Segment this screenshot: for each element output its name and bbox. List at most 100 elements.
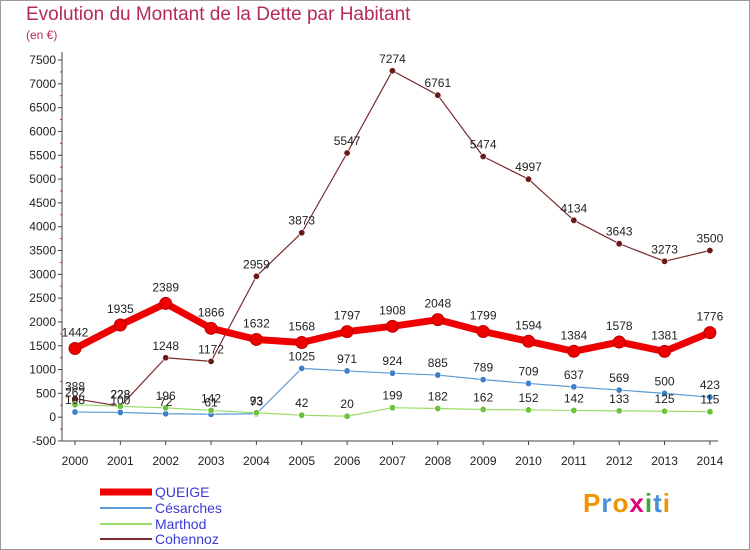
data-point (661, 389, 669, 397)
chart-title: Evolution du Montant de la Dette par Hab… (26, 4, 411, 25)
data-point (524, 406, 532, 414)
data-label: 1866 (198, 305, 225, 319)
data-label: 6761 (424, 76, 451, 90)
logo-letter: t (653, 488, 663, 518)
data-point (71, 408, 79, 416)
y-tick-label: 7500 (29, 53, 56, 67)
y-tick-label: 4500 (29, 196, 56, 210)
data-point (388, 404, 396, 412)
x-tick-label: 2007 (379, 454, 406, 468)
data-point (661, 257, 669, 265)
data-label: 1568 (288, 320, 315, 334)
data-label: 1248 (152, 339, 179, 353)
y-tick-labels: -500 0 500 1000 1500 2000 2500 3000 3500 4000 4500… (29, 53, 56, 448)
y-tick-label: 3500 (29, 244, 56, 258)
data-label: 3643 (606, 225, 633, 239)
chart-unit: (en €) (26, 28, 58, 42)
data-point (343, 149, 351, 157)
data-label: 7274 (379, 52, 406, 66)
data-label: 152 (518, 391, 538, 405)
y-tick-label: 4000 (29, 220, 56, 234)
x-tick-label: 2013 (651, 454, 678, 468)
data-point (479, 152, 487, 160)
data-point (252, 409, 260, 417)
y-tick-label: 500 (36, 386, 56, 400)
data-point (703, 326, 717, 340)
data-point (207, 406, 215, 414)
data-label: 971 (337, 352, 357, 366)
data-point (388, 369, 396, 377)
x-tick-label: 2001 (107, 454, 134, 468)
x-tick-label: 2010 (515, 454, 542, 468)
legend-label: Marthod (155, 516, 206, 532)
x-tick-label: 2004 (243, 454, 270, 468)
y-tick-label: 2000 (29, 315, 56, 329)
data-point (570, 383, 578, 391)
data-label: 228 (110, 387, 130, 401)
data-label: 61 (204, 395, 218, 409)
data-point (116, 408, 124, 416)
y-tick-label: -500 (32, 434, 56, 448)
legend-label: Cohennoz (155, 531, 219, 547)
data-point (343, 412, 351, 420)
data-labels: 1442 1935 2389 1866 1632 1568 1797 1908 2048 1799… (62, 52, 724, 411)
data-label: 388 (65, 380, 85, 394)
data-label: 20 (340, 397, 354, 411)
data-point (162, 404, 170, 412)
data-label: 228 (110, 387, 130, 401)
data-label: 73 (250, 395, 264, 409)
data-label: 108 (65, 393, 85, 407)
logo-letter: r (601, 488, 613, 518)
data-point (570, 216, 578, 224)
data-label: 569 (609, 371, 629, 385)
logo-letter: P (583, 488, 602, 518)
x-tick-label: 2012 (606, 454, 633, 468)
data-point (162, 354, 170, 362)
x-tick-label: 2009 (470, 454, 497, 468)
data-label: 196 (156, 389, 176, 403)
data-point (434, 405, 442, 413)
data-label: 115 (700, 393, 719, 407)
data-label: 2389 (152, 280, 179, 294)
axes (58, 52, 718, 445)
data-point (71, 401, 79, 409)
y-tick-label: 5500 (29, 148, 56, 162)
y-tick-label: 7000 (29, 77, 56, 91)
logo-letter: i (644, 488, 654, 518)
data-point (385, 319, 399, 333)
x-tick-label: 2005 (288, 454, 315, 468)
data-point (249, 332, 263, 346)
x-tick-label: 2003 (198, 454, 225, 468)
data-point (476, 325, 490, 339)
data-point (204, 321, 218, 335)
data-label: 2048 (424, 297, 451, 311)
data-point (162, 410, 170, 418)
data-point (388, 67, 396, 75)
data-label: 637 (564, 368, 584, 382)
data-point (434, 91, 442, 99)
legend-label: QUEIGE (155, 484, 209, 500)
data-point (612, 335, 626, 349)
data-label: 1797 (334, 309, 361, 323)
data-label: 1935 (107, 302, 134, 316)
data-point (252, 272, 260, 280)
series-lines (68, 67, 717, 420)
data-label: 100 (110, 393, 130, 407)
data-label: 2959 (243, 257, 270, 271)
data-point (615, 240, 623, 248)
data-point (570, 406, 578, 414)
data-point (615, 407, 623, 415)
data-point (113, 318, 127, 332)
data-label: 3873 (288, 214, 315, 228)
data-label: 1172 (198, 342, 224, 356)
data-point (615, 386, 623, 394)
x-tick-label: 2000 (62, 454, 89, 468)
logo-letter: i (662, 488, 671, 518)
data-point (116, 402, 124, 410)
data-point (706, 408, 714, 416)
data-point (343, 367, 351, 375)
data-label: 5547 (334, 134, 361, 148)
data-point (298, 229, 306, 237)
data-point (706, 247, 714, 255)
